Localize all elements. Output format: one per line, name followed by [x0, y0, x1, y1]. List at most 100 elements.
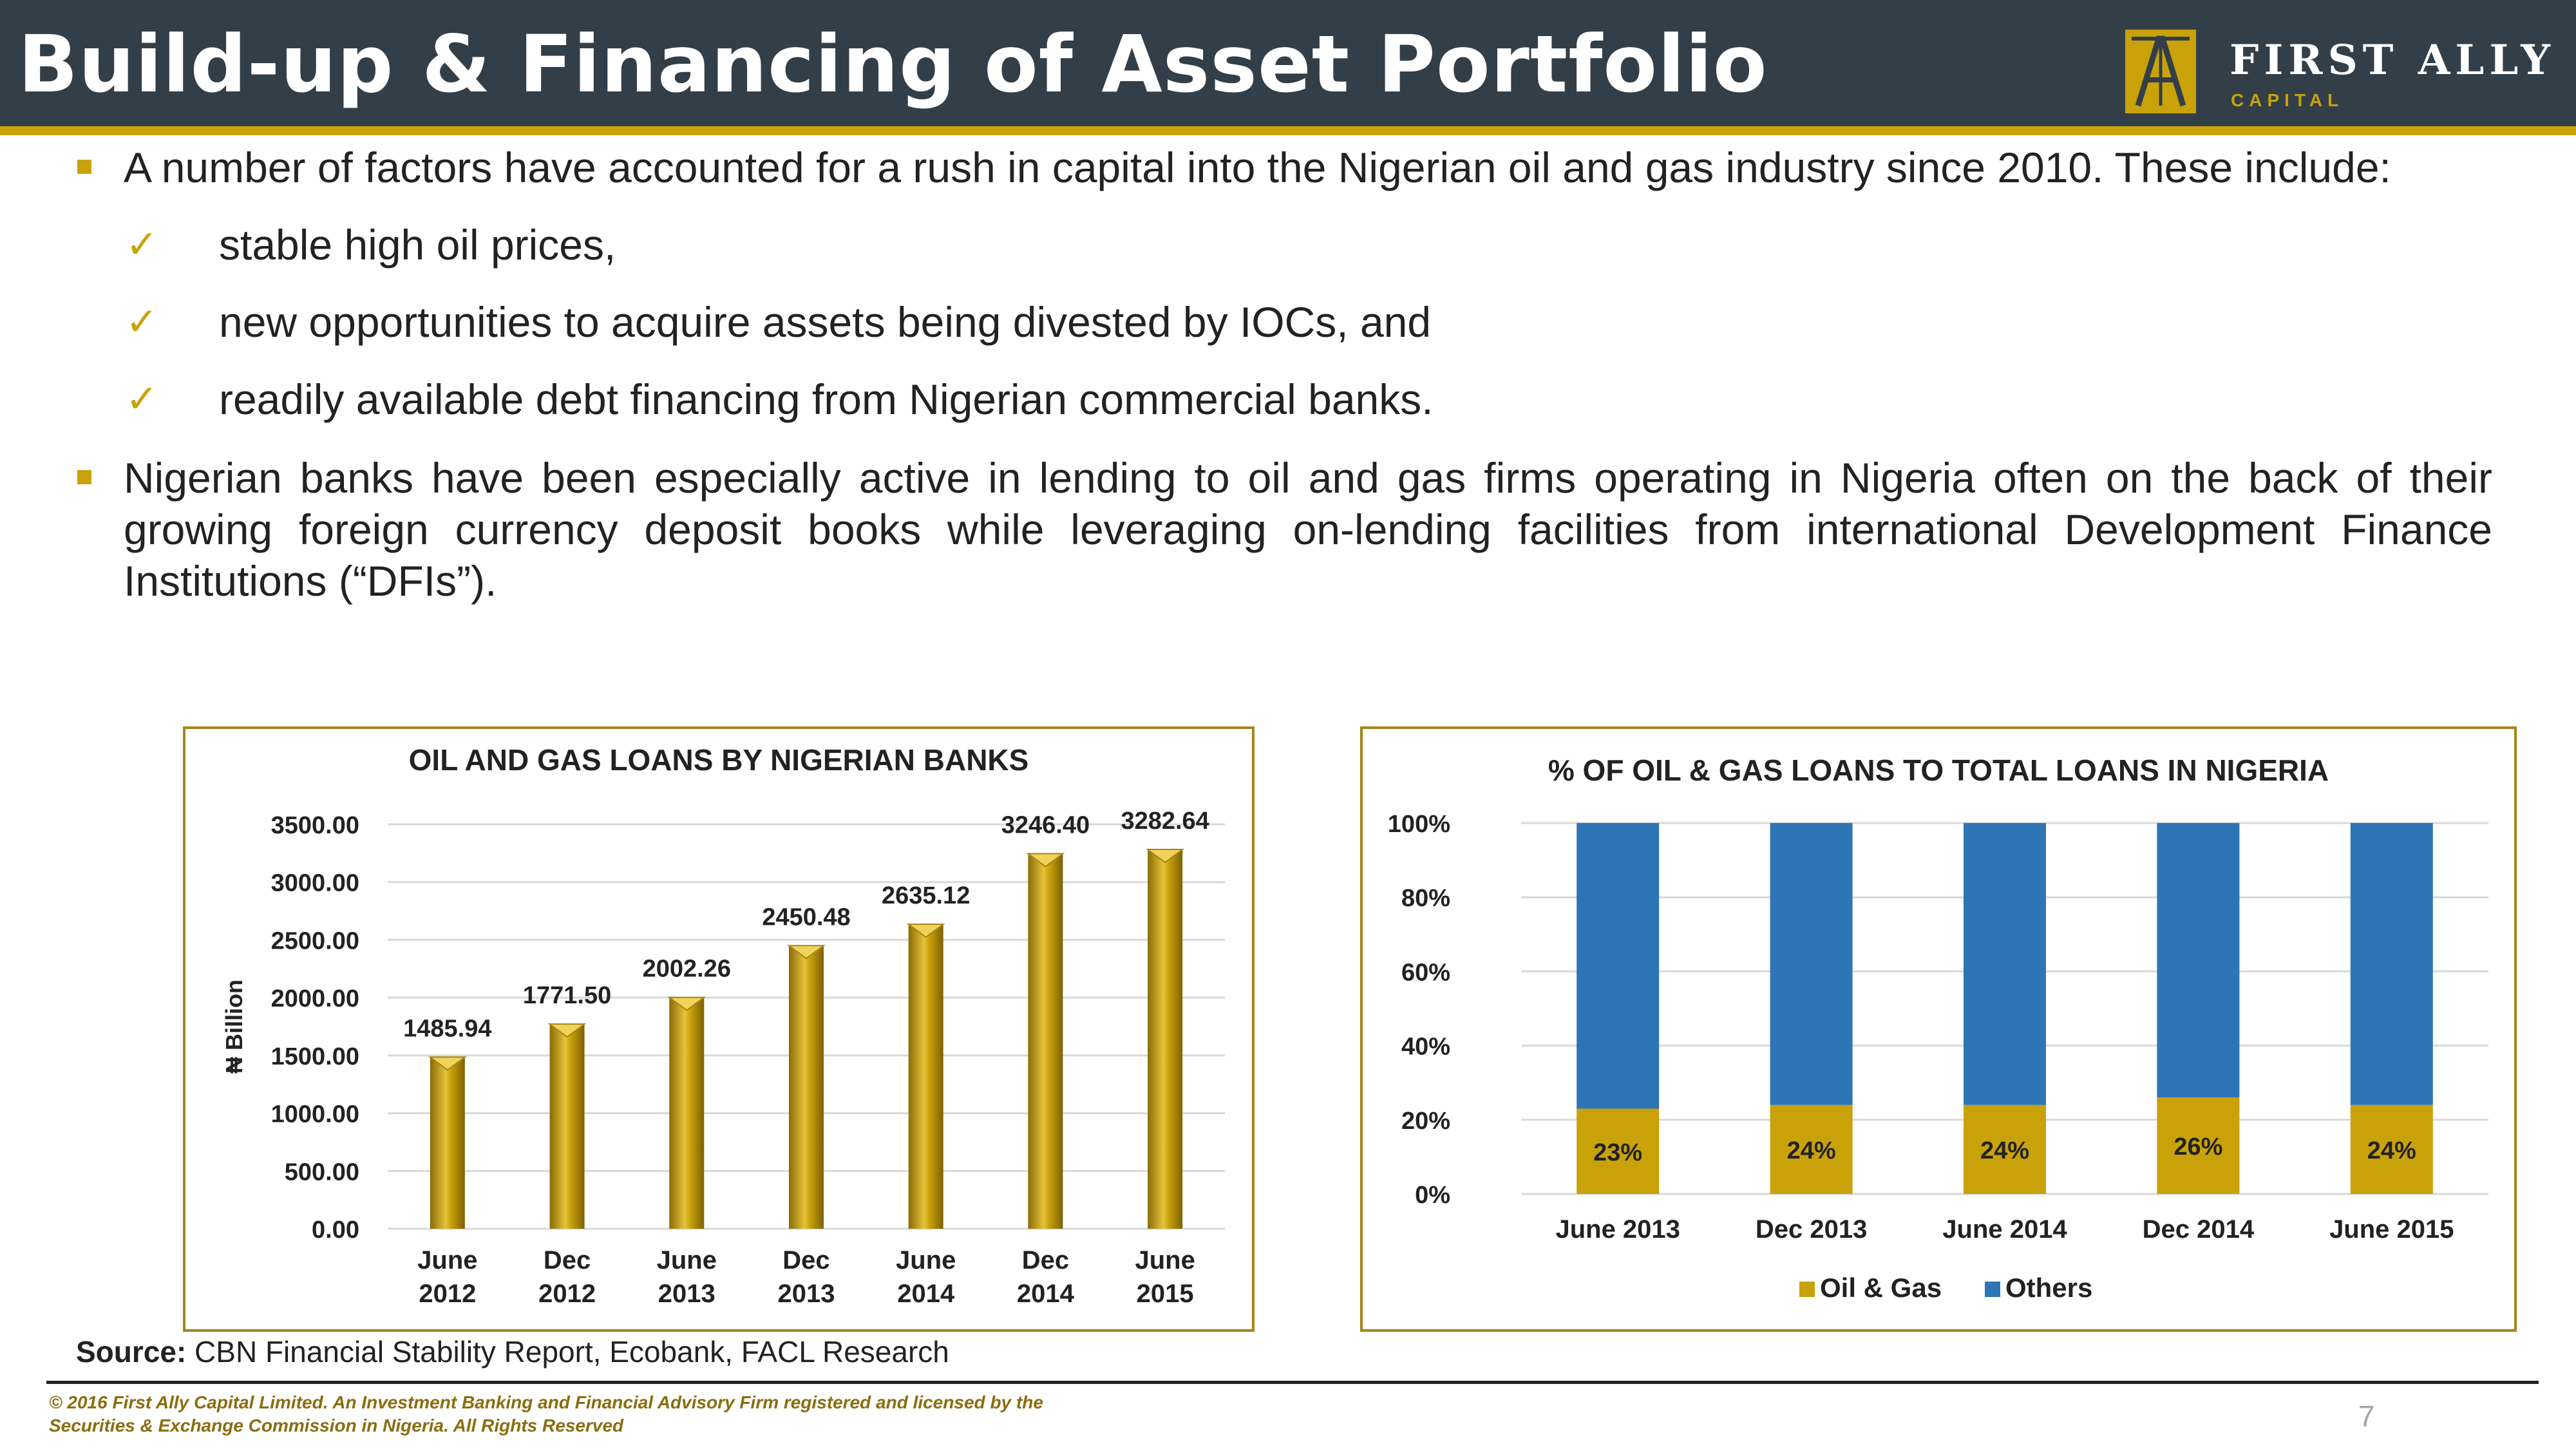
y-axis-title: ₦ Billion — [221, 980, 247, 1074]
legend-label: Oil & Gas — [1820, 1273, 1942, 1303]
data-label: 2635.12 — [882, 882, 970, 909]
y-tick-label: 100% — [1388, 811, 1450, 838]
bar — [549, 1024, 585, 1229]
checkmark-icon: ✓ — [126, 377, 158, 422]
bar-oil-gas — [1964, 1104, 2046, 1194]
checkmark-icon: ✓ — [126, 222, 158, 267]
y-tick-label: 60% — [1401, 959, 1450, 986]
y-tick-label: 3000.00 — [271, 870, 359, 897]
bar-oil-gas — [1577, 1108, 1660, 1194]
data-label: 2450.48 — [762, 904, 850, 931]
y-tick-label: 1500.00 — [271, 1043, 359, 1070]
bar-oil-gas — [2157, 1097, 2240, 1194]
bar-others — [1577, 823, 1660, 1109]
legend-swatch-others — [1985, 1282, 2000, 1297]
check-item-1: ✓ stable high oil prices, — [71, 219, 2492, 270]
bar-cap — [786, 945, 826, 960]
bar-cap — [428, 1056, 467, 1071]
x-tick-label: 2014 — [897, 1280, 955, 1308]
y-tick-label: 80% — [1401, 885, 1450, 912]
oil-gas-share-chart: % OF OIL & GAS LOANS TO TOTAL LOANS IN N… — [1360, 726, 2517, 1332]
data-label: 23% — [1593, 1139, 1642, 1166]
y-tick-label: 0.00 — [312, 1217, 359, 1244]
stacked-bar-chart-svg: % OF OIL & GAS LOANS TO TOTAL LOANS IN N… — [1388, 753, 2488, 1303]
source-note: Source: CBN Financial Stability Report, … — [76, 1334, 949, 1369]
bar-chart-svg: OIL AND GAS LOANS BY NIGERIAN BANKS 0.00 5… — [221, 743, 1225, 1308]
y-tick-label: 500.00 — [285, 1159, 359, 1186]
page-title: Build-up & Financing of Asset Portfolio — [18, 19, 1768, 110]
data-label: 3246.40 — [1001, 812, 1090, 839]
y-tick-label: 2000.00 — [271, 985, 359, 1012]
data-label: 24% — [1787, 1137, 1836, 1164]
data-label: 24% — [2367, 1137, 2416, 1164]
header-bar: Build-up & Financing of Asset Portfolio … — [0, 0, 2576, 126]
logo-name: FIRST ALLY — [2230, 36, 2555, 84]
check-text: readily available debt financing from Ni… — [219, 375, 1434, 423]
data-label: 1485.94 — [403, 1015, 491, 1042]
bullet-text: Nigerian banks have been especially acti… — [124, 454, 2492, 605]
x-tick-label: 2012 — [419, 1280, 476, 1308]
oil-gas-loans-chart: OIL AND GAS LOANS BY NIGERIAN BANKS 0.00 5… — [183, 726, 1255, 1332]
data-label: 3282.64 — [1121, 808, 1209, 835]
x-tick-label: June — [896, 1246, 956, 1274]
bar — [430, 1057, 465, 1229]
check-item-3: ✓ readily available debt financing from … — [71, 374, 2492, 425]
x-tick-label: June — [1135, 1246, 1195, 1274]
bar — [1028, 853, 1063, 1229]
data-label: 1771.50 — [523, 982, 611, 1009]
bullet-text: A number of factors have accounted for a… — [124, 144, 2391, 191]
bar-cap — [1026, 853, 1065, 867]
x-tick-label: 2015 — [1137, 1280, 1194, 1308]
y-tick-label: 3500.00 — [271, 812, 359, 839]
check-text: new opportunities to acquire assets bein… — [219, 298, 1432, 346]
legend-label: Others — [2005, 1273, 2092, 1303]
data-label: 26% — [2174, 1133, 2222, 1160]
x-tick-label: 2013 — [778, 1280, 835, 1308]
data-label: 2002.26 — [643, 956, 731, 983]
check-item-2: ✓ new opportunities to acquire assets be… — [71, 296, 2492, 348]
header-divider — [0, 126, 2576, 135]
x-tick-label: June 2014 — [1942, 1215, 2067, 1244]
bar-others — [2350, 823, 2433, 1105]
source-text: CBN Financial Stability Report, Ecobank,… — [186, 1335, 949, 1368]
square-bullet-icon — [77, 470, 91, 484]
footer-divider — [46, 1381, 2539, 1384]
x-tick-label: 2013 — [658, 1280, 715, 1308]
page-number: 7 — [2358, 1399, 2375, 1433]
bar-cap — [667, 996, 706, 1011]
checkmark-icon: ✓ — [126, 299, 158, 345]
x-tick-label: 2012 — [538, 1280, 596, 1308]
source-label: Source: — [76, 1335, 187, 1368]
bar-cap — [906, 923, 945, 938]
x-tick-label: Dec — [544, 1246, 591, 1274]
x-tick-label: Dec — [782, 1246, 829, 1274]
bullet-point-1: A number of factors have accounted for a… — [71, 142, 2492, 193]
company-logo: FIRST ALLY CAPITAL — [2125, 30, 2550, 116]
x-tick-label: June 2015 — [2329, 1215, 2454, 1244]
x-tick-label: Dec 2013 — [1756, 1215, 1867, 1244]
bar-others — [1964, 823, 2046, 1105]
x-tick-label: Dec 2014 — [2143, 1215, 2255, 1244]
bar-cap — [1146, 849, 1185, 864]
square-bullet-icon — [77, 160, 91, 174]
bar — [789, 945, 824, 1229]
legend-swatch-oil-gas — [1799, 1282, 1815, 1297]
x-tick-label: June — [657, 1246, 717, 1274]
y-tick-label: 0% — [1415, 1182, 1450, 1209]
chart-title: % OF OIL & GAS LOANS TO TOTAL LOANS IN N… — [1548, 753, 2329, 787]
logo-subtitle: CAPITAL — [2231, 90, 2344, 110]
bar — [1148, 849, 1183, 1229]
bar-oil-gas — [1770, 1104, 1853, 1194]
y-tick-label: 2500.00 — [271, 927, 359, 954]
check-text: stable high oil prices, — [219, 221, 616, 269]
x-tick-label: June 2013 — [1555, 1215, 1680, 1244]
bullet-point-2: Nigerian banks have been especially acti… — [71, 452, 2492, 607]
x-tick-label: June — [417, 1246, 477, 1274]
y-tick-label: 1000.00 — [271, 1101, 359, 1128]
logo-mark-icon — [2125, 30, 2196, 113]
bar-others — [1770, 823, 1853, 1105]
x-tick-label: Dec — [1022, 1246, 1069, 1274]
chart-title: OIL AND GAS LOANS BY NIGERIAN BANKS — [409, 743, 1029, 777]
y-tick-label: 20% — [1401, 1108, 1450, 1135]
y-tick-label: 40% — [1401, 1034, 1450, 1061]
